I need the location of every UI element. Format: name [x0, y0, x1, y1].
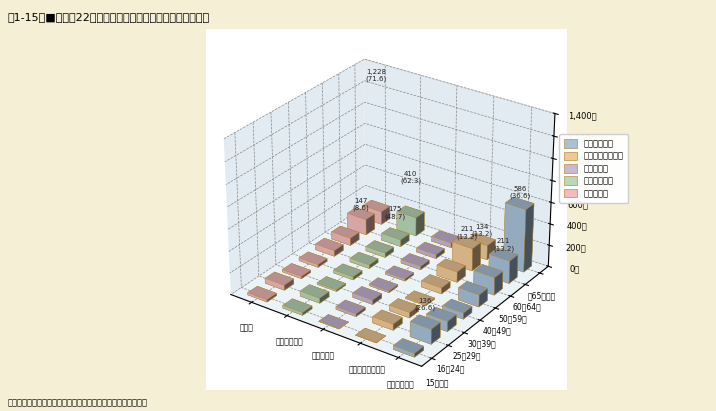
Text: 注　警察庁資料による。ただし、「その他」は省略している。: 注 警察庁資料による。ただし、「その他」は省略している。	[7, 398, 147, 407]
Text: 第1-15図■　平成22年中の状態別・年齢層別交通事故死者数: 第1-15図■ 平成22年中の状態別・年齢層別交通事故死者数	[7, 12, 209, 22]
Legend: 自動車乗車中, 自動二輪車乗車中, 原付乗車中, 自転車乗用中, 歩　行　中: 自動車乗車中, 自動二輪車乗車中, 原付乗車中, 自転車乗用中, 歩 行 中	[559, 134, 629, 203]
